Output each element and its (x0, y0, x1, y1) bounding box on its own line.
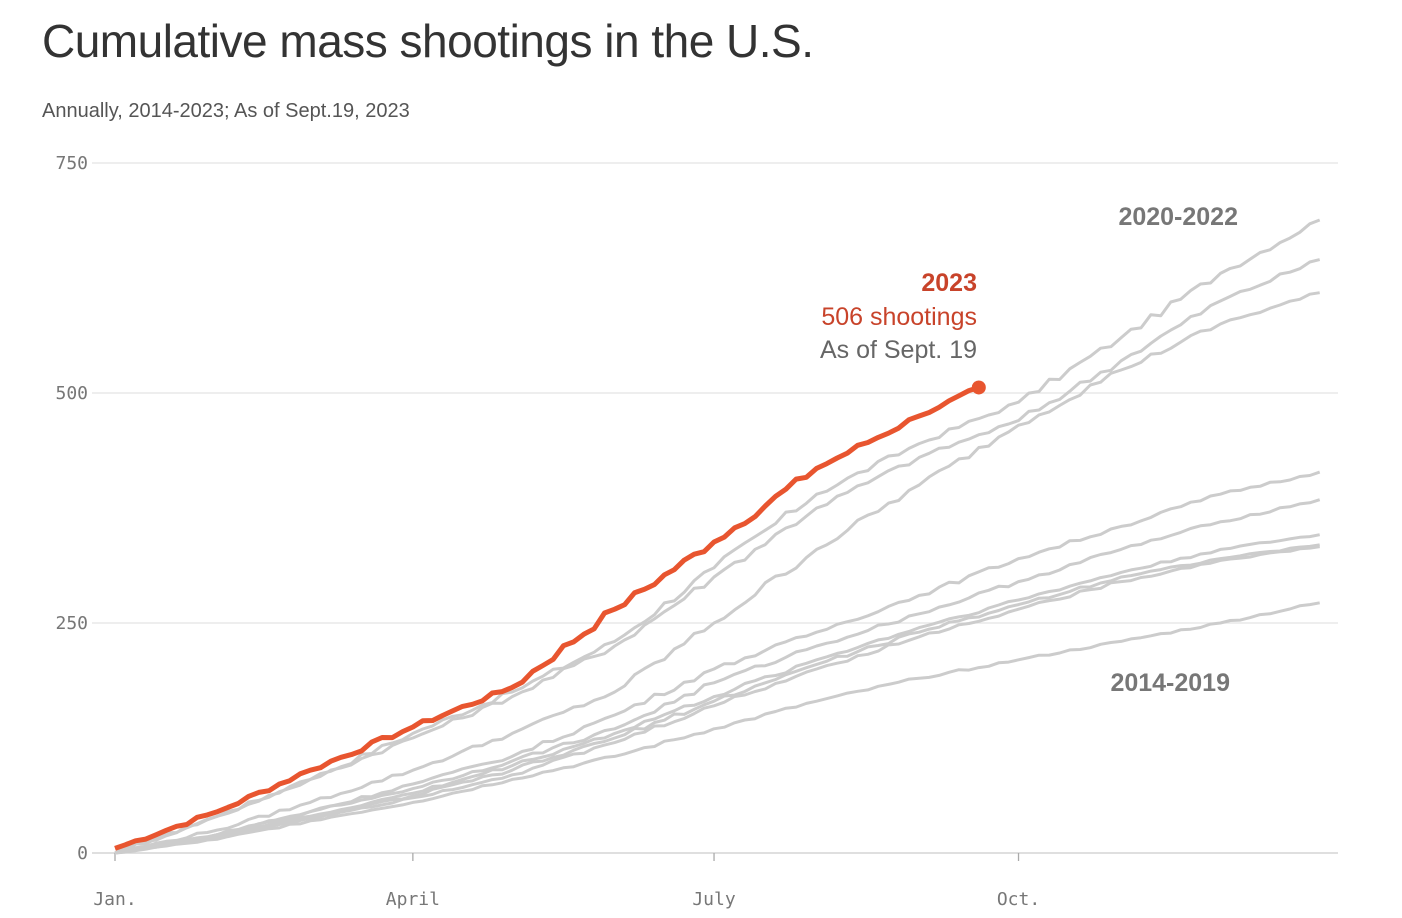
group-label-2014-2019: 2014-2019 (1110, 669, 1230, 697)
chart-subtitle: Annually, 2014-2023; As of Sept.19, 2023 (42, 100, 410, 122)
series-line-2020-2022 (114, 218, 1321, 855)
x-tick-label: April (386, 889, 440, 910)
annotation-value: 506 shootings (821, 303, 977, 331)
y-tick-label: 250 (55, 613, 88, 634)
series-line-2023 (114, 385, 980, 851)
series-line-2014-2019 (114, 470, 1321, 855)
series-line-2020-2022 (114, 291, 1320, 855)
y-tick-label: 500 (55, 383, 88, 404)
annotation-year: 2023 (921, 269, 977, 297)
y-tick-label: 750 (55, 153, 88, 174)
endpoint-marker-2023 (971, 380, 986, 395)
series-line-2014-2019 (114, 545, 1320, 855)
x-tick-label: July (692, 889, 736, 910)
series-line-2014-2019 (114, 601, 1320, 855)
y-tick-label: 0 (77, 843, 88, 864)
series-line-2014-2019 (114, 533, 1320, 855)
chart-title: Cumulative mass shootings in the U.S. (42, 15, 814, 67)
group-label-2020-2022: 2020-2022 (1118, 203, 1238, 231)
x-tick-label: Oct. (997, 889, 1040, 910)
series-line-2014-2019 (114, 498, 1321, 855)
series-line-2020-2022 (114, 258, 1321, 855)
x-tick-label: Jan. (93, 889, 136, 910)
annotation-date: As of Sept. 19 (820, 336, 977, 364)
